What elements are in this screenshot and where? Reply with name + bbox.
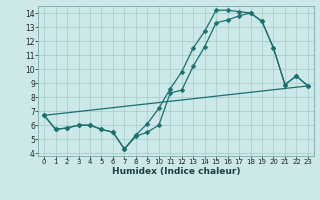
X-axis label: Humidex (Indice chaleur): Humidex (Indice chaleur): [112, 167, 240, 176]
